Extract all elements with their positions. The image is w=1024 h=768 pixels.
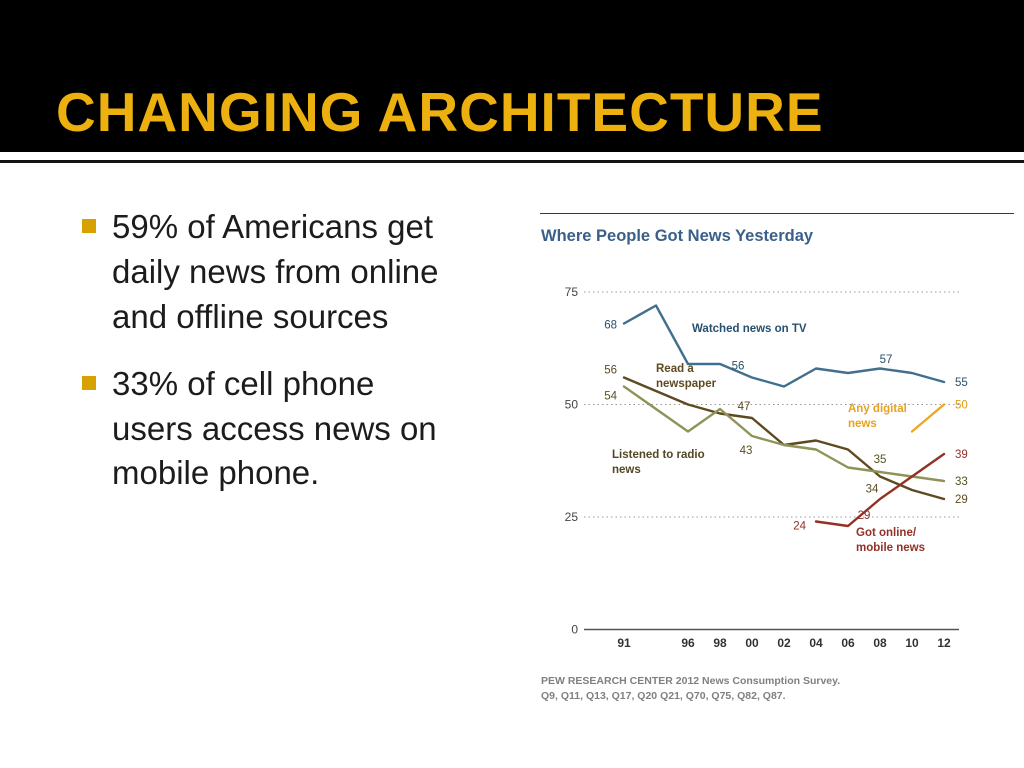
slide-title: CHANGING ARCHITECTURE [56,81,824,143]
series-annotation: news [612,464,641,476]
data-point-label: 29 [955,494,968,506]
bullet-square-icon [82,375,96,390]
series-annotation: newspaper [656,378,717,390]
series-line-any-digital-news [910,403,946,433]
bullet-item: 59% of Americans get daily news from onl… [82,205,544,340]
bullet-text: 33% of cell phone users access news on m… [112,364,437,492]
header-divider-line [0,160,1024,163]
data-point-label: 43 [740,445,753,457]
source-line: PEW RESEARCH CENTER 2012 News Consumptio… [541,675,841,687]
series-line-watched-news-on-tv [622,304,946,388]
source-line: Q9, Q11, Q13, Q17, Q20 Q21, Q70, Q75, Q8… [541,689,786,702]
data-point-label: 39 [955,449,968,461]
chart-title: Where People Got News Yesterday [541,227,814,245]
news-consumption-line-chart: 75 50 25 0 91 96 98 00 02 04 06 08 10 12 68 56 54 56 47 43 5… [565,285,968,650]
data-point-label: 68 [604,320,617,332]
data-point-label: 54 [604,391,617,403]
y-tick-label: 75 [565,285,579,299]
series-annotation: mobile news [856,542,925,554]
x-tick-label: 96 [681,636,695,650]
bullet-item: 33% of cell phone users access news on m… [82,362,544,497]
bullet-square-icon [82,219,96,233]
data-point-label: 57 [880,354,893,366]
data-point-label: 47 [738,401,751,413]
series-annotation: news [848,418,877,430]
data-point-label: 34 [866,484,879,496]
x-tick-label: 91 [617,636,631,650]
series-annotation: Any digital [848,403,907,415]
x-tick-label: 02 [777,636,791,650]
series-line-listened-to-radio-news [622,385,946,483]
title-band: CHANGING ARCHITECTURE [0,0,1024,152]
bullet-text: 59% of Americans get daily news from onl… [112,208,439,335]
data-point-label: 50 [955,400,968,412]
data-point-label: 56 [732,361,745,373]
series-line-read-a-newspaper [622,376,946,501]
data-point-label: 33 [955,476,968,488]
chart-source-note: PEW RESEARCH CENTER 2012 News Consumptio… [541,674,840,703]
x-tick-label: 04 [809,636,823,650]
chart-panel: Where People Got News Yesterday 75 50 25 0 9… [540,213,1014,719]
series-annotation: Listened to radio [612,449,705,461]
y-tick-label: 0 [571,623,578,637]
x-tick-label: 06 [841,636,855,650]
data-point-label: 29 [858,510,871,522]
data-point-label: 24 [793,521,806,533]
data-point-label: 35 [874,454,887,466]
bullet-list: 59% of Americans get daily news from onl… [82,205,544,518]
data-point-label: 56 [604,365,617,377]
y-tick-label: 50 [565,398,579,412]
x-tick-label: 00 [745,636,759,650]
y-tick-label: 25 [565,510,579,524]
series-line-got-online-mobile-news [814,452,946,528]
x-tick-label: 98 [713,636,727,650]
x-tick-label: 10 [905,636,919,650]
data-point-label: 55 [955,377,968,389]
x-tick-label: 12 [937,636,951,650]
series-annotation: Got online/ [856,527,917,539]
series-annotation: Read a [656,363,694,375]
x-tick-label: 08 [873,636,887,650]
series-annotation: Watched news on TV [692,323,807,335]
